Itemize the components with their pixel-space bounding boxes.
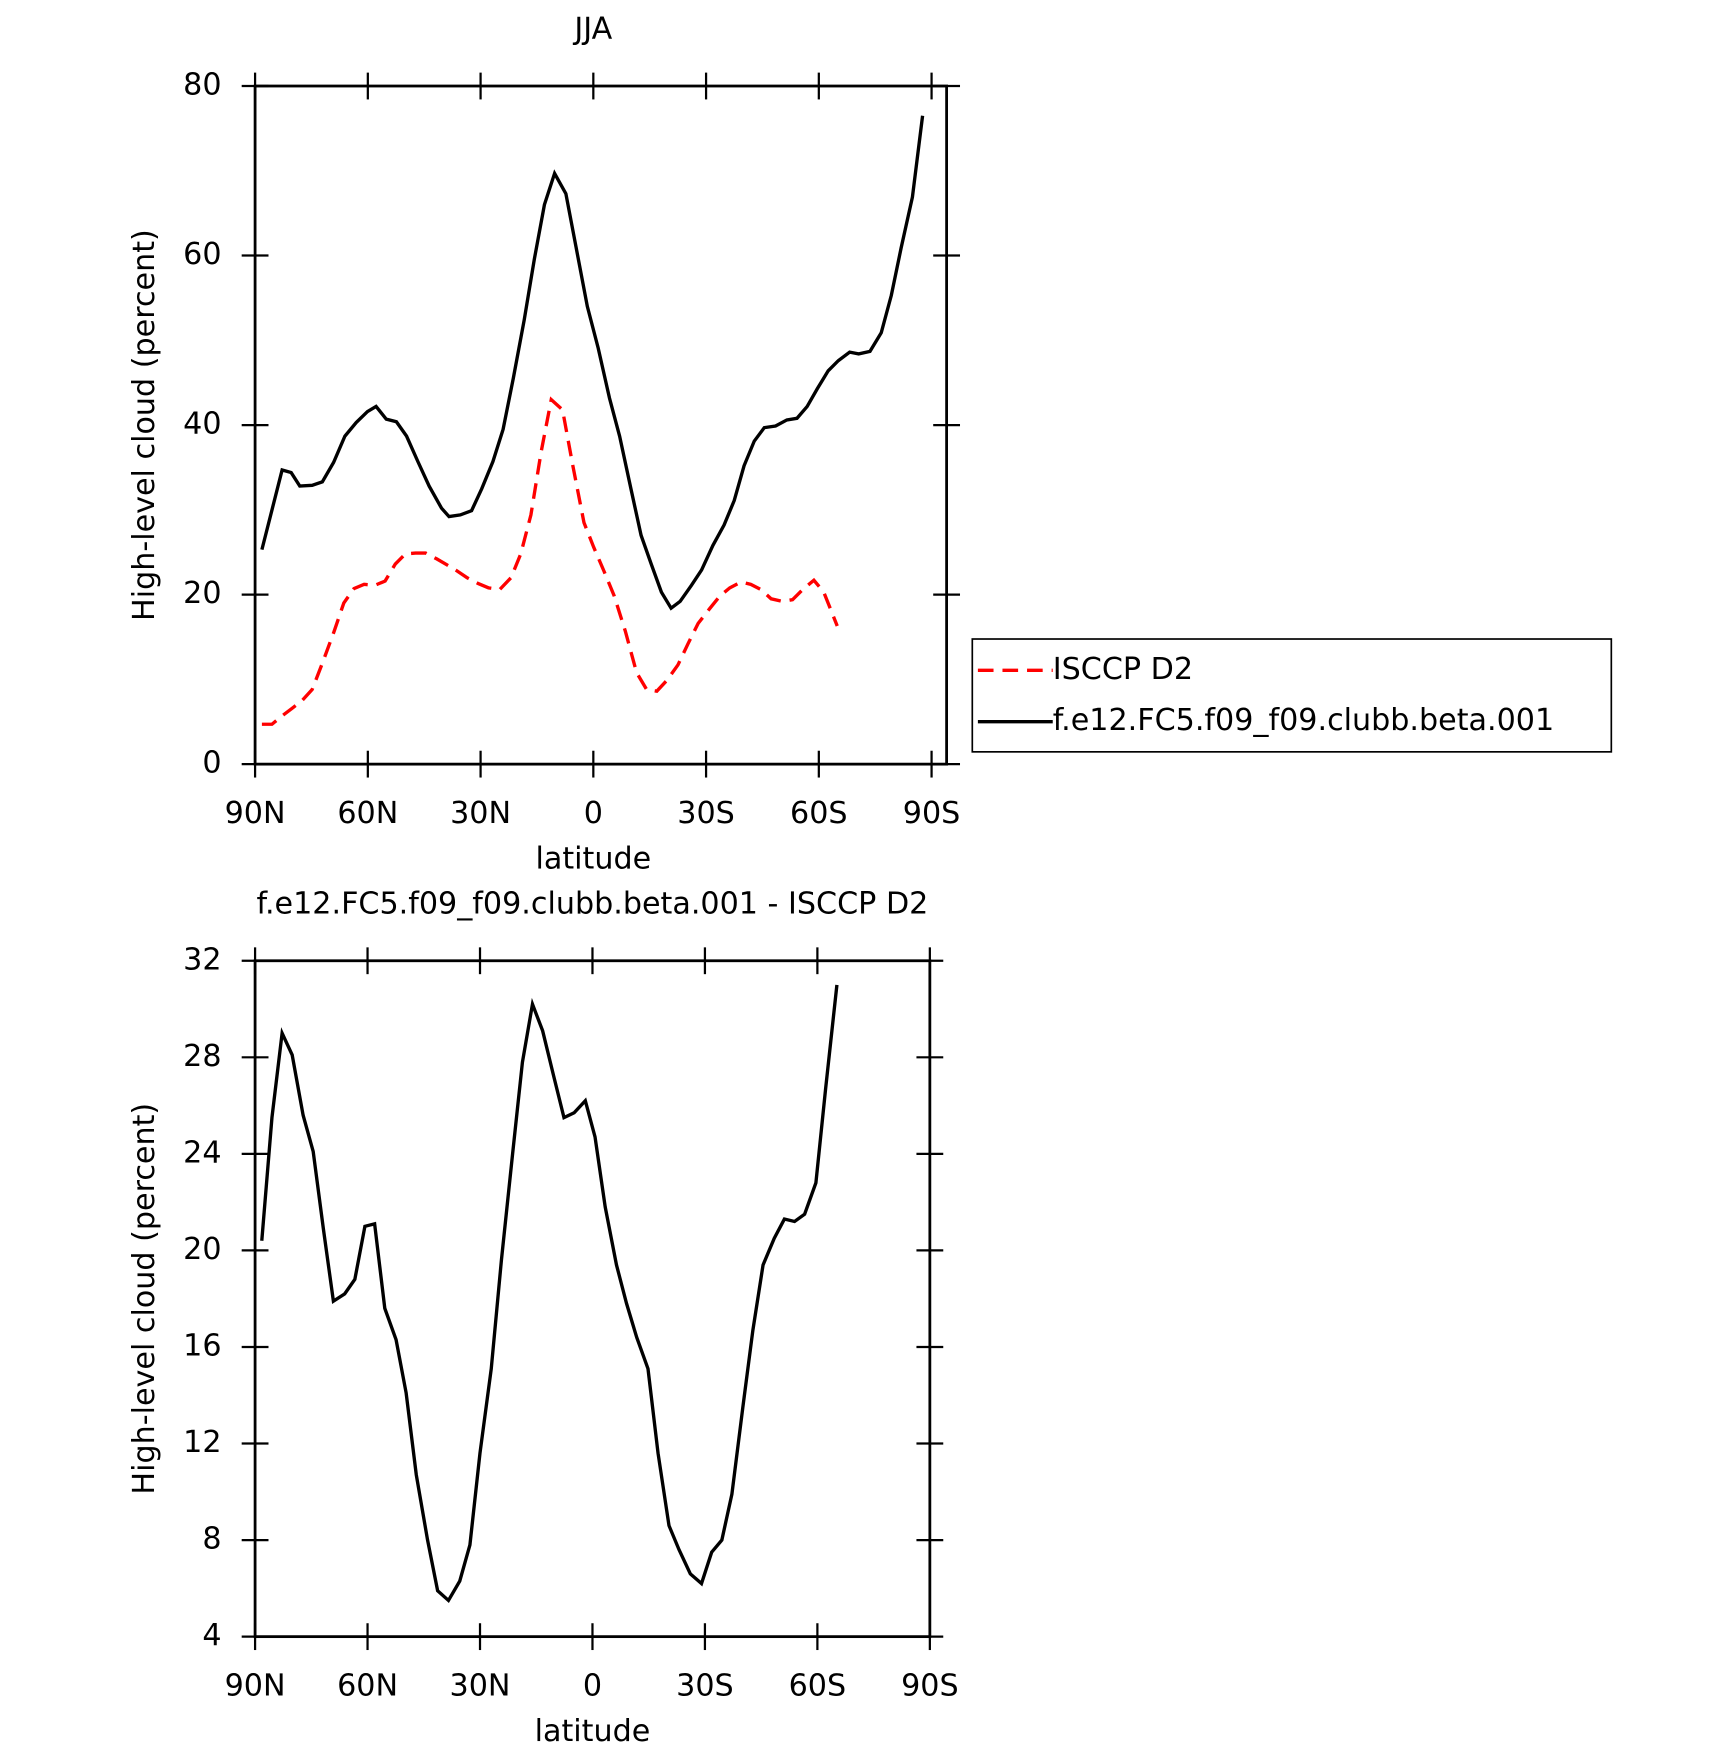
y-tick-label: 8	[202, 1522, 221, 1557]
data-line	[260, 115, 925, 611]
x-tick-label: 90N	[225, 1668, 286, 1703]
x-tick-label: 60S	[789, 1668, 847, 1703]
legend-label: f.e12.FC5.f09_f09.clubb.beta.001	[1053, 703, 1554, 738]
data-line	[260, 984, 839, 1604]
y-tick-label: 32	[183, 942, 221, 977]
y-tick-label: 60	[183, 237, 221, 272]
chart-title: f.e12.FC5.f09_f09.clubb.beta.001 - ISCCP…	[257, 886, 929, 921]
x-tick-label: 90S	[901, 1668, 959, 1703]
x-tick-label: 90N	[225, 796, 286, 831]
x-tick-label: 60N	[337, 796, 398, 831]
legend-box	[971, 638, 1613, 753]
y-tick-label: 28	[183, 1039, 221, 1074]
chart-title: JJA	[572, 12, 612, 47]
y-axis-label: High-level cloud (percent)	[127, 1103, 162, 1495]
legend-label: ISCCP D2	[1053, 652, 1193, 687]
y-tick-label: 12	[183, 1425, 221, 1460]
x-tick-label: 30N	[450, 796, 511, 831]
plot-frame	[253, 84, 949, 766]
y-axis-label: High-level cloud (percent)	[127, 229, 162, 621]
x-tick-label: 30S	[676, 1668, 734, 1703]
x-axis-label: latitude	[535, 842, 651, 877]
y-tick-label: 4	[202, 1618, 221, 1653]
y-tick-label: 40	[183, 407, 221, 442]
x-tick-label: 30S	[677, 796, 735, 831]
x-tick-label: 30N	[450, 1668, 511, 1703]
x-tick-label: 0	[583, 1668, 602, 1703]
y-tick-label: 0	[202, 746, 221, 781]
y-tick-label: 16	[183, 1328, 221, 1363]
y-tick-label: 24	[183, 1135, 221, 1170]
y-tick-label: 20	[183, 1232, 221, 1267]
data-line	[261, 396, 839, 726]
y-tick-label: 20	[183, 576, 221, 611]
x-tick-label: 90S	[903, 796, 961, 831]
x-axis-label: latitude	[535, 1714, 651, 1745]
y-tick-label: 80	[183, 68, 221, 103]
x-tick-label: 60N	[337, 1668, 398, 1703]
x-tick-label: 60S	[790, 796, 848, 831]
x-tick-label: 0	[584, 796, 603, 831]
